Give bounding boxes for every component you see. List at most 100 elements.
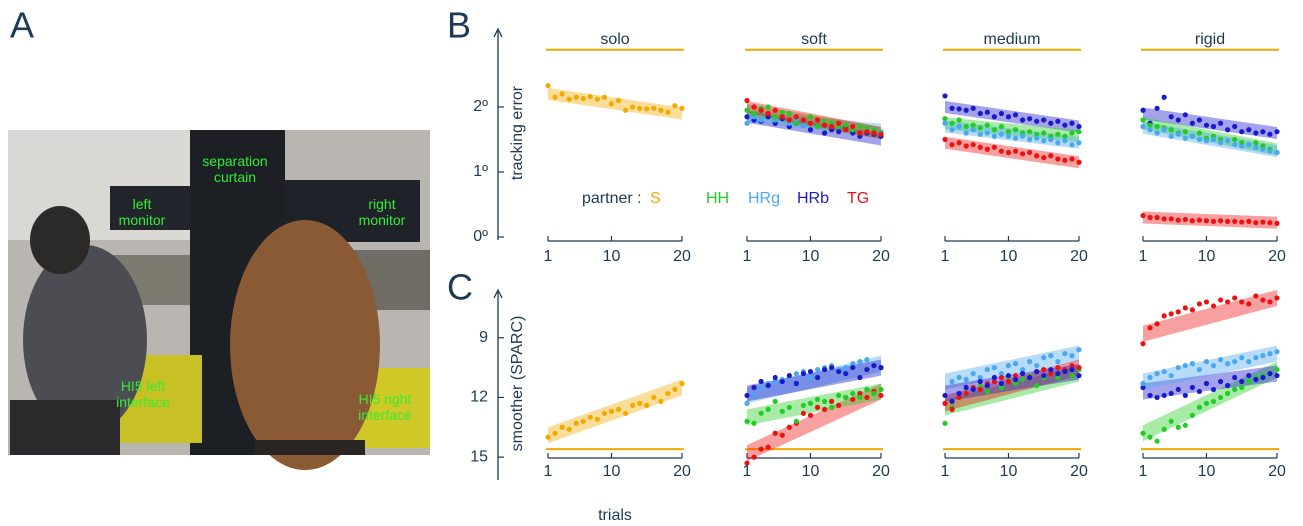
data-point: [1210, 303, 1217, 309]
legend-entry: HRg: [748, 190, 780, 207]
data-point: [977, 110, 983, 117]
data-point: [864, 394, 870, 401]
data-point: [800, 117, 807, 123]
data-point: [751, 392, 757, 399]
legend-entry: HRb: [797, 190, 829, 207]
data-point: [545, 434, 551, 440]
data-point: [1225, 361, 1231, 367]
data-point: [814, 366, 821, 373]
data-point: [630, 104, 636, 110]
data-point: [1217, 378, 1224, 385]
data-point: [587, 414, 593, 420]
data-point: [1239, 355, 1245, 361]
data-point: [1069, 372, 1075, 379]
data-point: [942, 136, 948, 143]
data-point: [984, 388, 990, 395]
data-point: [1161, 127, 1167, 133]
data-point: [878, 386, 884, 393]
data-point: [679, 105, 685, 111]
data-point: [970, 142, 976, 148]
data-point: [1168, 133, 1174, 139]
fit-band: [747, 359, 881, 402]
data-point: [998, 148, 1005, 154]
data-point: [1140, 212, 1146, 219]
data-point: [942, 400, 948, 406]
photo-label: HI5 right interface: [358, 391, 412, 423]
data-point: [573, 420, 579, 426]
legend-entry: TG: [847, 190, 869, 207]
data-point: [793, 370, 799, 377]
data-point: [566, 426, 572, 432]
data-point: [956, 374, 962, 381]
legend-entry: S: [650, 190, 661, 207]
data-point: [1069, 156, 1075, 162]
data-point: [1210, 362, 1217, 369]
data-point: [1225, 299, 1231, 305]
data-point: [1196, 130, 1203, 136]
photo-label: left monitor: [118, 196, 166, 228]
data-point: [744, 107, 750, 113]
data-point: [1161, 313, 1167, 319]
data-point: [1012, 372, 1019, 379]
data-point: [1041, 130, 1047, 136]
data-point: [1232, 136, 1238, 143]
data-point: [850, 390, 856, 397]
data-point: [1140, 384, 1146, 391]
data-point: [1161, 368, 1167, 375]
data-point: [850, 123, 856, 130]
data-point: [836, 402, 842, 408]
data-point: [984, 130, 990, 136]
data-point: [772, 107, 778, 113]
data-point: [1005, 149, 1012, 156]
data-point: [1062, 157, 1068, 163]
data-point: [807, 412, 814, 418]
data-point: [970, 386, 976, 393]
data-point: [779, 114, 785, 120]
data-point: [942, 392, 948, 399]
data-point: [672, 386, 678, 393]
data-point: [1246, 378, 1252, 385]
data-point: [566, 96, 572, 102]
data-point: [836, 120, 842, 126]
data-point: [751, 110, 757, 117]
data-point: [977, 144, 983, 150]
data-point: [1076, 159, 1082, 165]
x-tick-label: 20: [872, 248, 890, 265]
data-point: [1055, 131, 1061, 137]
data-point: [637, 400, 643, 406]
data-point: [1182, 305, 1188, 311]
data-point: [1196, 217, 1203, 223]
data-point: [1048, 136, 1054, 143]
data-point: [751, 454, 757, 460]
data-point: [1012, 135, 1019, 141]
data-point: [871, 362, 877, 369]
subplot-title: rigid: [1195, 31, 1225, 48]
data-point: [857, 123, 863, 130]
y-tick-label: 9: [479, 329, 488, 346]
data-point: [615, 97, 622, 104]
data-point: [1196, 366, 1203, 373]
data-point: [807, 114, 814, 120]
data-point: [1253, 376, 1259, 383]
data-point: [821, 122, 828, 128]
y-tick-label: 2º: [473, 98, 488, 115]
subplot-title: soft: [801, 31, 827, 48]
data-point: [1232, 218, 1238, 224]
data-point: [1034, 135, 1040, 141]
data-point: [807, 127, 814, 133]
data-point: [1260, 374, 1266, 381]
data-point: [637, 105, 643, 111]
data-point: [836, 368, 842, 375]
data-point: [658, 107, 664, 113]
data-point: [751, 420, 757, 426]
data-point: [977, 382, 983, 389]
data-point: [1267, 351, 1273, 357]
data-point: [1055, 140, 1061, 146]
data-point: [1019, 366, 1026, 373]
data-point: [1225, 390, 1231, 397]
data-point: [1274, 349, 1280, 355]
data-point: [1168, 372, 1174, 379]
data-point: [772, 378, 778, 385]
data-point: [1069, 142, 1075, 148]
data-point: [1005, 133, 1012, 139]
